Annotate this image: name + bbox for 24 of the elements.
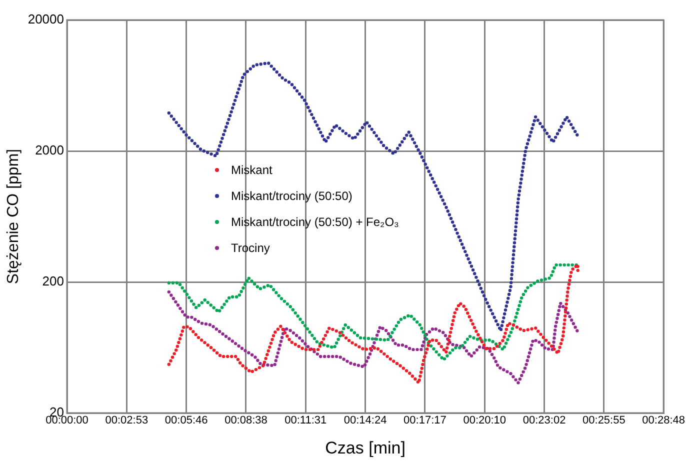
- y-axis-title: Stężenie CO [ppm]: [5, 148, 22, 284]
- x-tick-label: 00:02:53: [105, 414, 148, 427]
- x-tick-label: 00:25:55: [582, 414, 626, 427]
- x-tick-label: 00:17:17: [404, 414, 446, 427]
- x-tick-label: 00:11:31: [284, 414, 327, 427]
- y-tick-label: 200: [42, 274, 64, 289]
- legend-label: Trociny: [231, 241, 270, 255]
- y-tick-label: 2000: [35, 142, 64, 158]
- line-series: [167, 263, 580, 384]
- x-tick-label: 00:23:02: [522, 414, 566, 427]
- x-tick-label: 00:08:38: [224, 414, 268, 427]
- x-tick-label: 00:05:46: [164, 414, 208, 427]
- legend-label: Miskant/trociny (50:50) + Fe₂O₃: [231, 215, 399, 229]
- x-tick-label: 00:28:48: [642, 414, 686, 427]
- y-tick-label: 20000: [28, 12, 64, 27]
- line-series: [167, 263, 580, 362]
- line-series: [167, 290, 580, 384]
- legend-label: Miskant/trociny (50:50): [231, 189, 352, 203]
- x-axis-title: Czas [min]: [325, 438, 406, 458]
- legend-label: Miskant: [231, 163, 272, 177]
- x-tick-label: 00:00:00: [46, 414, 88, 427]
- line-series: [167, 61, 580, 332]
- x-tick-label: 00:14:24: [344, 414, 387, 427]
- x-tick-label: 00:20:10: [463, 414, 506, 427]
